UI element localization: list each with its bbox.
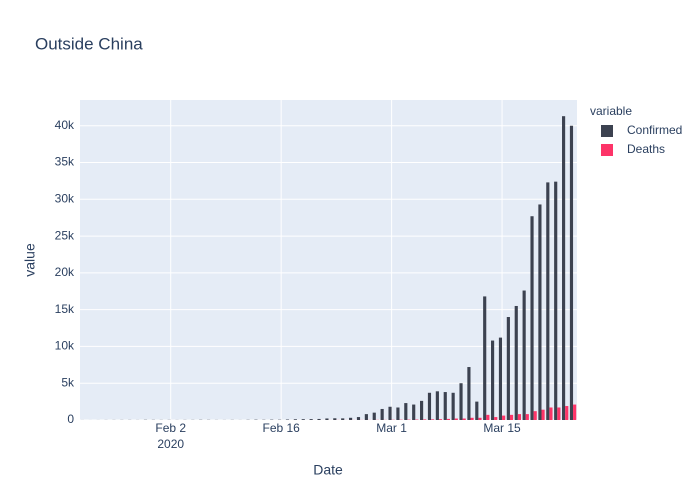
legend-label: Deaths	[627, 142, 665, 156]
bar	[333, 418, 337, 420]
bar	[431, 419, 435, 420]
y-axis-title: value	[22, 243, 38, 277]
x-tick-label: Mar 15	[483, 421, 521, 435]
bar	[309, 419, 313, 420]
x-tick-label: Feb 16	[262, 421, 300, 435]
bar	[380, 408, 384, 420]
bar	[478, 417, 482, 420]
bar	[446, 418, 450, 420]
bar	[317, 418, 321, 420]
bar	[462, 418, 466, 420]
bar	[538, 204, 542, 420]
bar	[364, 414, 368, 420]
bar	[498, 337, 503, 420]
bar	[517, 414, 521, 420]
y-tick-label: 35k	[55, 155, 75, 169]
bar	[438, 419, 443, 420]
bar	[341, 418, 345, 420]
bar	[491, 340, 495, 420]
bar	[569, 125, 574, 420]
bar	[522, 290, 526, 420]
bar	[562, 116, 566, 421]
bar	[443, 392, 447, 420]
x-tick-label: Feb 2	[155, 421, 186, 435]
y-tick-label: 5k	[61, 375, 75, 389]
bar	[454, 418, 458, 420]
bar	[557, 407, 561, 420]
chart-title: Outside China	[35, 34, 143, 53]
y-tick-label: 30k	[55, 191, 75, 205]
bar	[423, 419, 427, 420]
bar	[506, 317, 510, 420]
bar	[533, 411, 537, 420]
bar	[467, 367, 471, 420]
bar	[530, 216, 534, 420]
y-tick-label: 20k	[55, 265, 75, 279]
bar	[541, 409, 545, 420]
bar	[573, 404, 577, 420]
legend-swatch	[601, 125, 613, 137]
bar	[514, 305, 518, 420]
y-tick-label: 40k	[55, 118, 75, 132]
bar	[459, 383, 463, 420]
x-tick-sublabel: 2020	[157, 437, 184, 451]
bar	[525, 414, 529, 420]
bar	[502, 415, 506, 420]
bar	[404, 403, 408, 420]
bar	[486, 414, 490, 420]
bar	[435, 391, 439, 420]
bar	[301, 419, 305, 420]
bar	[475, 401, 479, 420]
bar	[420, 400, 424, 420]
bar	[349, 417, 353, 420]
y-tick-label: 15k	[55, 302, 75, 316]
bar	[293, 419, 297, 420]
bar	[427, 392, 432, 420]
bar	[372, 412, 376, 420]
y-tick-label: 25k	[55, 228, 75, 242]
bar	[494, 417, 498, 420]
bar	[396, 407, 400, 420]
x-axis-title: Date	[313, 462, 343, 478]
bar	[412, 404, 416, 420]
y-tick-label: 0	[67, 412, 74, 426]
bar	[565, 406, 569, 420]
bar	[451, 392, 455, 420]
legend-swatch	[601, 144, 613, 156]
legend-label: Confirmed	[627, 123, 682, 137]
x-tick-label: Mar 1	[376, 421, 407, 435]
bar	[549, 407, 553, 420]
bar	[554, 181, 558, 420]
legend-title: variable	[590, 104, 632, 118]
bar	[509, 414, 514, 420]
bar	[388, 406, 392, 420]
y-tick-label: 10k	[55, 339, 75, 353]
bar	[483, 296, 487, 420]
bar	[546, 182, 550, 420]
bar	[470, 417, 474, 420]
bar	[356, 417, 361, 420]
bar	[325, 418, 329, 420]
